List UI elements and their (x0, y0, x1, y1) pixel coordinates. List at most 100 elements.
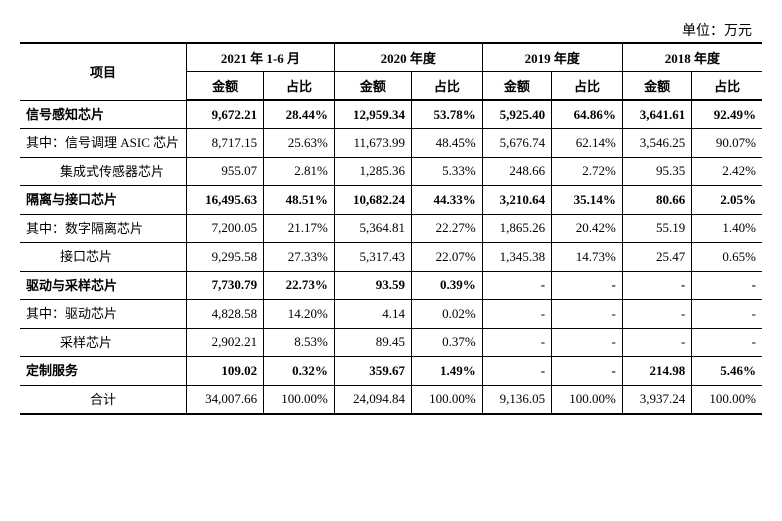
cell-ratio: 28.44% (264, 100, 335, 129)
cell-amount: 89.45 (334, 328, 411, 357)
cell-amount: 5,676.74 (482, 129, 551, 158)
cell-ratio: - (692, 328, 762, 357)
cell-amount: 4.14 (334, 300, 411, 329)
cell-amount: 3,546.25 (622, 129, 691, 158)
th-ratio-1: 占比 (412, 72, 483, 101)
table-row: 合计34,007.66100.00%24,094.84100.00%9,136.… (20, 385, 762, 414)
cell-amount: 9,295.58 (187, 243, 264, 272)
cell-ratio: 100.00% (412, 385, 483, 414)
cell-ratio: 2.72% (552, 157, 623, 186)
cell-amount: 3,937.24 (622, 385, 691, 414)
row-label: 信号感知芯片 (20, 100, 187, 129)
th-ratio-0: 占比 (264, 72, 335, 101)
cell-amount: - (482, 300, 551, 329)
cell-amount: 93.59 (334, 271, 411, 300)
cell-ratio: 14.20% (264, 300, 335, 329)
cell-ratio: 2.42% (692, 157, 762, 186)
row-label: 隔离与接口芯片 (20, 186, 187, 215)
cell-amount: - (482, 328, 551, 357)
th-amount-3: 金额 (622, 72, 691, 101)
cell-ratio: 48.51% (264, 186, 335, 215)
cell-ratio: 5.33% (412, 157, 483, 186)
cell-ratio: - (552, 271, 623, 300)
table-row: 信号感知芯片9,672.2128.44%12,959.3453.78%5,925… (20, 100, 762, 129)
cell-amount: 11,673.99 (334, 129, 411, 158)
cell-ratio: 0.37% (412, 328, 483, 357)
cell-ratio: 64.86% (552, 100, 623, 129)
cell-ratio: 1.49% (412, 357, 483, 386)
cell-amount: 25.47 (622, 243, 691, 272)
cell-amount: 4,828.58 (187, 300, 264, 329)
cell-amount: 5,364.81 (334, 214, 411, 243)
cell-amount: 1,345.38 (482, 243, 551, 272)
row-label: 接口芯片 (20, 243, 187, 272)
th-ratio-2: 占比 (552, 72, 623, 101)
cell-amount: - (622, 271, 691, 300)
table-row: 集成式传感器芯片955.072.81%1,285.365.33%248.662.… (20, 157, 762, 186)
unit-label: 单位：万元 (20, 20, 762, 40)
cell-amount: 214.98 (622, 357, 691, 386)
cell-amount: 109.02 (187, 357, 264, 386)
row-label: 定制服务 (20, 357, 187, 386)
cell-ratio: 100.00% (264, 385, 335, 414)
th-ratio-3: 占比 (692, 72, 762, 101)
cell-ratio: 53.78% (412, 100, 483, 129)
cell-amount: 10,682.24 (334, 186, 411, 215)
table-row: 其中：信号调理 ASIC 芯片8,717.1525.63%11,673.9948… (20, 129, 762, 158)
row-label: 集成式传感器芯片 (20, 157, 187, 186)
th-project: 项目 (20, 43, 187, 100)
cell-ratio: 0.32% (264, 357, 335, 386)
table-row: 定制服务109.020.32%359.671.49%--214.985.46% (20, 357, 762, 386)
cell-ratio: 92.49% (692, 100, 762, 129)
cell-amount: 9,136.05 (482, 385, 551, 414)
cell-amount: 2,902.21 (187, 328, 264, 357)
cell-amount: 359.67 (334, 357, 411, 386)
cell-ratio: 1.40% (692, 214, 762, 243)
table-row: 采样芯片2,902.218.53%89.450.37%---- (20, 328, 762, 357)
table-row: 其中：数字隔离芯片7,200.0521.17%5,364.8122.27%1,8… (20, 214, 762, 243)
cell-ratio: 22.27% (412, 214, 483, 243)
cell-ratio: - (692, 271, 762, 300)
th-amount-2: 金额 (482, 72, 551, 101)
cell-amount: 95.35 (622, 157, 691, 186)
table-row: 其中：驱动芯片4,828.5814.20%4.140.02%---- (20, 300, 762, 329)
cell-ratio: 0.65% (692, 243, 762, 272)
cell-ratio: 0.02% (412, 300, 483, 329)
cell-amount: 7,200.05 (187, 214, 264, 243)
th-amount-1: 金额 (334, 72, 411, 101)
th-period-2: 2019 年度 (482, 43, 622, 72)
th-period-3: 2018 年度 (622, 43, 762, 72)
row-label: 其中：驱动芯片 (20, 300, 187, 329)
th-period-1: 2020 年度 (334, 43, 482, 72)
th-period-0: 2021 年 1-6 月 (187, 43, 335, 72)
cell-ratio: 35.14% (552, 186, 623, 215)
cell-amount: - (482, 271, 551, 300)
table-row: 驱动与采样芯片7,730.7922.73%93.590.39%---- (20, 271, 762, 300)
cell-ratio: 0.39% (412, 271, 483, 300)
cell-ratio: 100.00% (692, 385, 762, 414)
cell-amount: - (622, 328, 691, 357)
cell-ratio: 5.46% (692, 357, 762, 386)
row-label: 其中：信号调理 ASIC 芯片 (20, 129, 187, 158)
cell-ratio: 2.05% (692, 186, 762, 215)
cell-ratio: 100.00% (552, 385, 623, 414)
cell-amount: - (622, 300, 691, 329)
row-label: 驱动与采样芯片 (20, 271, 187, 300)
cell-ratio: 20.42% (552, 214, 623, 243)
cell-amount: 3,641.61 (622, 100, 691, 129)
cell-ratio: 27.33% (264, 243, 335, 272)
cell-amount: 7,730.79 (187, 271, 264, 300)
cell-amount: 3,210.64 (482, 186, 551, 215)
cell-amount: 80.66 (622, 186, 691, 215)
table-row: 隔离与接口芯片16,495.6348.51%10,682.2444.33%3,2… (20, 186, 762, 215)
cell-amount: 1,865.26 (482, 214, 551, 243)
cell-ratio: 22.07% (412, 243, 483, 272)
cell-amount: - (482, 357, 551, 386)
cell-amount: 9,672.21 (187, 100, 264, 129)
cell-ratio: 2.81% (264, 157, 335, 186)
cell-amount: 955.07 (187, 157, 264, 186)
cell-ratio: 90.07% (692, 129, 762, 158)
cell-ratio: 25.63% (264, 129, 335, 158)
cell-amount: 16,495.63 (187, 186, 264, 215)
cell-amount: 8,717.15 (187, 129, 264, 158)
